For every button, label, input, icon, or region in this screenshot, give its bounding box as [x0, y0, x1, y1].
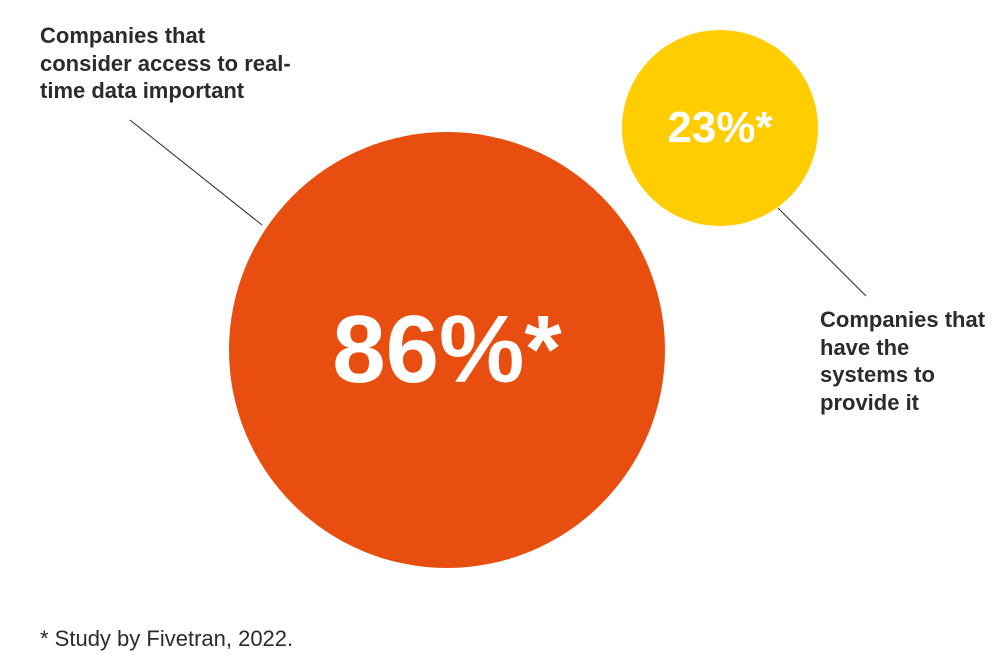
small-stat-label: Companies that have the systems to provi… — [820, 306, 990, 416]
small-stat-value: 23%* — [667, 106, 772, 150]
big-stat-label: Companies that consider access to real-t… — [40, 22, 300, 105]
big-stat-value: 86%* — [332, 302, 562, 398]
big-stat-circle: 86%* — [229, 132, 665, 568]
footnote: * Study by Fivetran, 2022. — [40, 626, 293, 652]
small-stat-circle: 23%* — [622, 30, 818, 226]
